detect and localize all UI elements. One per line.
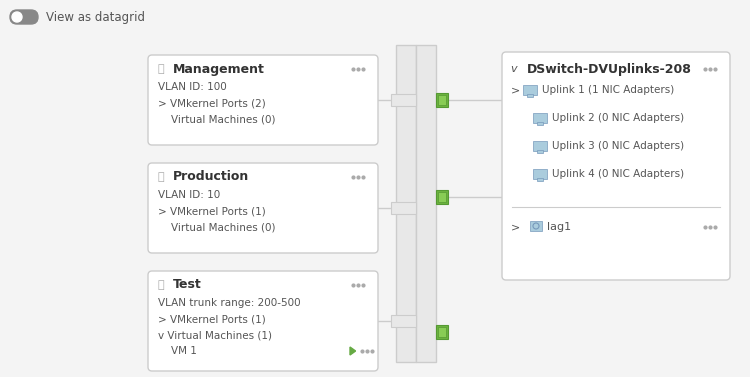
Text: Virtual Machines (0): Virtual Machines (0) [158, 222, 275, 232]
Text: Test: Test [173, 279, 202, 291]
Text: Production: Production [173, 170, 249, 184]
Bar [438, 192, 446, 202]
Bar [533, 113, 547, 123]
Text: ⚿: ⚿ [158, 280, 164, 290]
Text: > VMkernel Ports (1): > VMkernel Ports (1) [158, 314, 266, 324]
Text: VLAN trunk range: 200-500: VLAN trunk range: 200-500 [158, 298, 301, 308]
FancyBboxPatch shape [10, 10, 38, 24]
Bar [436, 190, 448, 204]
Bar [391, 202, 416, 214]
Text: VM 1: VM 1 [158, 346, 196, 356]
FancyBboxPatch shape [148, 163, 378, 253]
Bar [391, 315, 416, 327]
Bar [391, 94, 416, 106]
FancyBboxPatch shape [148, 55, 378, 145]
Bar [537, 150, 543, 153]
Text: > VMkernel Ports (1): > VMkernel Ports (1) [158, 206, 266, 216]
Bar [533, 141, 547, 151]
Text: DSwitch-DVUplinks-208: DSwitch-DVUplinks-208 [527, 63, 692, 75]
FancyBboxPatch shape [502, 52, 730, 280]
Text: Uplink 3 (0 NIC Adapters): Uplink 3 (0 NIC Adapters) [552, 141, 684, 151]
Circle shape [12, 12, 22, 22]
Text: > VMkernel Ports (2): > VMkernel Ports (2) [158, 98, 266, 108]
Bar [436, 93, 448, 107]
Bar [537, 178, 543, 181]
Text: v: v [511, 64, 518, 74]
Text: >: > [512, 222, 520, 232]
Text: VLAN ID: 10: VLAN ID: 10 [158, 190, 220, 200]
Text: >: > [512, 85, 520, 95]
Bar [396, 45, 416, 362]
Text: ⚿: ⚿ [158, 172, 164, 182]
Polygon shape [350, 347, 355, 355]
Text: ⚿: ⚿ [158, 64, 164, 74]
Text: VLAN ID: 100: VLAN ID: 100 [158, 82, 226, 92]
Text: View as datagrid: View as datagrid [46, 12, 145, 25]
Bar [537, 122, 543, 125]
Bar [527, 94, 533, 97]
Bar [438, 327, 446, 337]
Bar [533, 169, 547, 179]
Text: Uplink 2 (0 NIC Adapters): Uplink 2 (0 NIC Adapters) [552, 113, 684, 123]
Bar [530, 221, 542, 231]
Text: Virtual Machines (0): Virtual Machines (0) [158, 114, 275, 124]
Text: Management: Management [173, 63, 265, 75]
Text: Uplink 1 (1 NIC Adapters): Uplink 1 (1 NIC Adapters) [542, 85, 674, 95]
Text: v Virtual Machines (1): v Virtual Machines (1) [158, 330, 272, 340]
Bar [436, 325, 448, 339]
Bar [438, 95, 446, 105]
Bar [416, 45, 436, 362]
Bar [523, 85, 537, 95]
Text: Uplink 4 (0 NIC Adapters): Uplink 4 (0 NIC Adapters) [552, 169, 684, 179]
FancyBboxPatch shape [148, 271, 378, 371]
Text: lag1: lag1 [547, 222, 572, 232]
